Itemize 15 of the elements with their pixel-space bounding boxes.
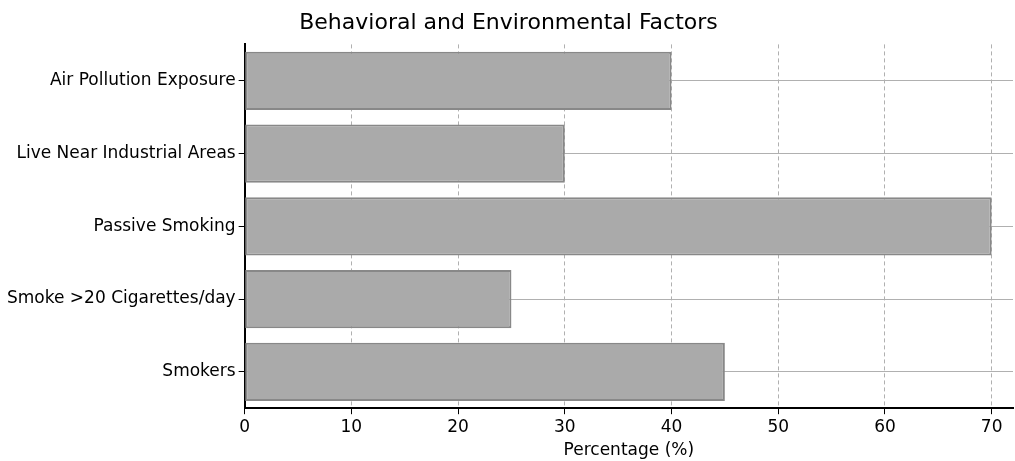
x-tick-label: 50	[767, 415, 790, 436]
chart-title: Behavioral and Environmental Factors	[299, 8, 718, 34]
y-tick-label: Passive Smoking	[93, 214, 236, 235]
y-tick-label: Smoke >20 Cigarettes/day	[7, 287, 236, 308]
x-tick-label: 30	[553, 415, 576, 436]
y-tick-label: Smokers	[162, 360, 236, 381]
x-tick-label: 40	[660, 415, 683, 436]
x-tick-label: 10	[340, 415, 363, 436]
y-tick-label: Live Near Industrial Areas	[16, 141, 236, 162]
x-tick-label: 60	[874, 415, 896, 436]
y-tick-label: Air Pollution Exposure	[49, 69, 236, 90]
x-axis-title: Percentage (%)	[563, 439, 695, 460]
x-tick-label: 20	[447, 415, 469, 436]
x-tick-label: 70	[980, 415, 1003, 436]
x-tick-label: 0	[239, 415, 251, 436]
